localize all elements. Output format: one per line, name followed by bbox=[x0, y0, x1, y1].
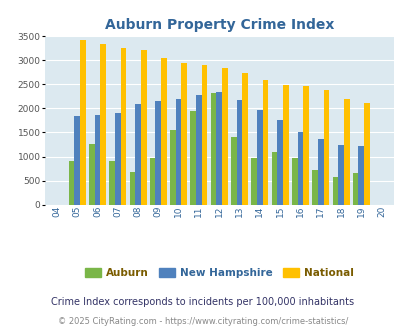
Bar bbox=[363, 103, 369, 205]
Bar bbox=[141, 50, 146, 205]
Bar bbox=[68, 161, 74, 205]
Bar bbox=[311, 170, 317, 205]
Legend: Auburn, New Hampshire, National: Auburn, New Hampshire, National bbox=[81, 264, 357, 282]
Bar bbox=[358, 147, 363, 205]
Bar bbox=[282, 85, 288, 205]
Bar bbox=[256, 110, 262, 205]
Bar bbox=[343, 99, 349, 205]
Bar bbox=[216, 92, 222, 205]
Bar bbox=[271, 152, 277, 205]
Bar bbox=[291, 158, 297, 205]
Bar bbox=[115, 113, 120, 205]
Bar bbox=[129, 172, 135, 205]
Bar bbox=[230, 137, 236, 205]
Bar bbox=[74, 115, 80, 205]
Bar bbox=[323, 90, 328, 205]
Bar bbox=[196, 95, 201, 205]
Bar bbox=[332, 177, 337, 205]
Bar bbox=[201, 65, 207, 205]
Title: Auburn Property Crime Index: Auburn Property Crime Index bbox=[104, 18, 333, 32]
Bar bbox=[297, 132, 303, 205]
Text: © 2025 CityRating.com - https://www.cityrating.com/crime-statistics/: © 2025 CityRating.com - https://www.city… bbox=[58, 317, 347, 326]
Bar bbox=[100, 44, 106, 205]
Bar bbox=[236, 100, 242, 205]
Bar bbox=[303, 86, 308, 205]
Bar bbox=[89, 144, 94, 205]
Bar bbox=[155, 101, 161, 205]
Bar bbox=[317, 139, 323, 205]
Bar bbox=[181, 63, 187, 205]
Bar bbox=[109, 161, 115, 205]
Bar bbox=[337, 145, 343, 205]
Bar bbox=[94, 115, 100, 205]
Bar bbox=[161, 58, 166, 205]
Bar bbox=[210, 92, 216, 205]
Bar bbox=[149, 158, 155, 205]
Bar bbox=[242, 73, 247, 205]
Bar bbox=[262, 80, 268, 205]
Text: Crime Index corresponds to incidents per 100,000 inhabitants: Crime Index corresponds to incidents per… bbox=[51, 297, 354, 307]
Bar bbox=[251, 158, 256, 205]
Bar bbox=[277, 120, 282, 205]
Bar bbox=[190, 111, 196, 205]
Bar bbox=[170, 130, 175, 205]
Bar bbox=[352, 173, 358, 205]
Bar bbox=[175, 99, 181, 205]
Bar bbox=[80, 40, 85, 205]
Bar bbox=[120, 48, 126, 205]
Bar bbox=[222, 68, 227, 205]
Bar bbox=[135, 104, 141, 205]
